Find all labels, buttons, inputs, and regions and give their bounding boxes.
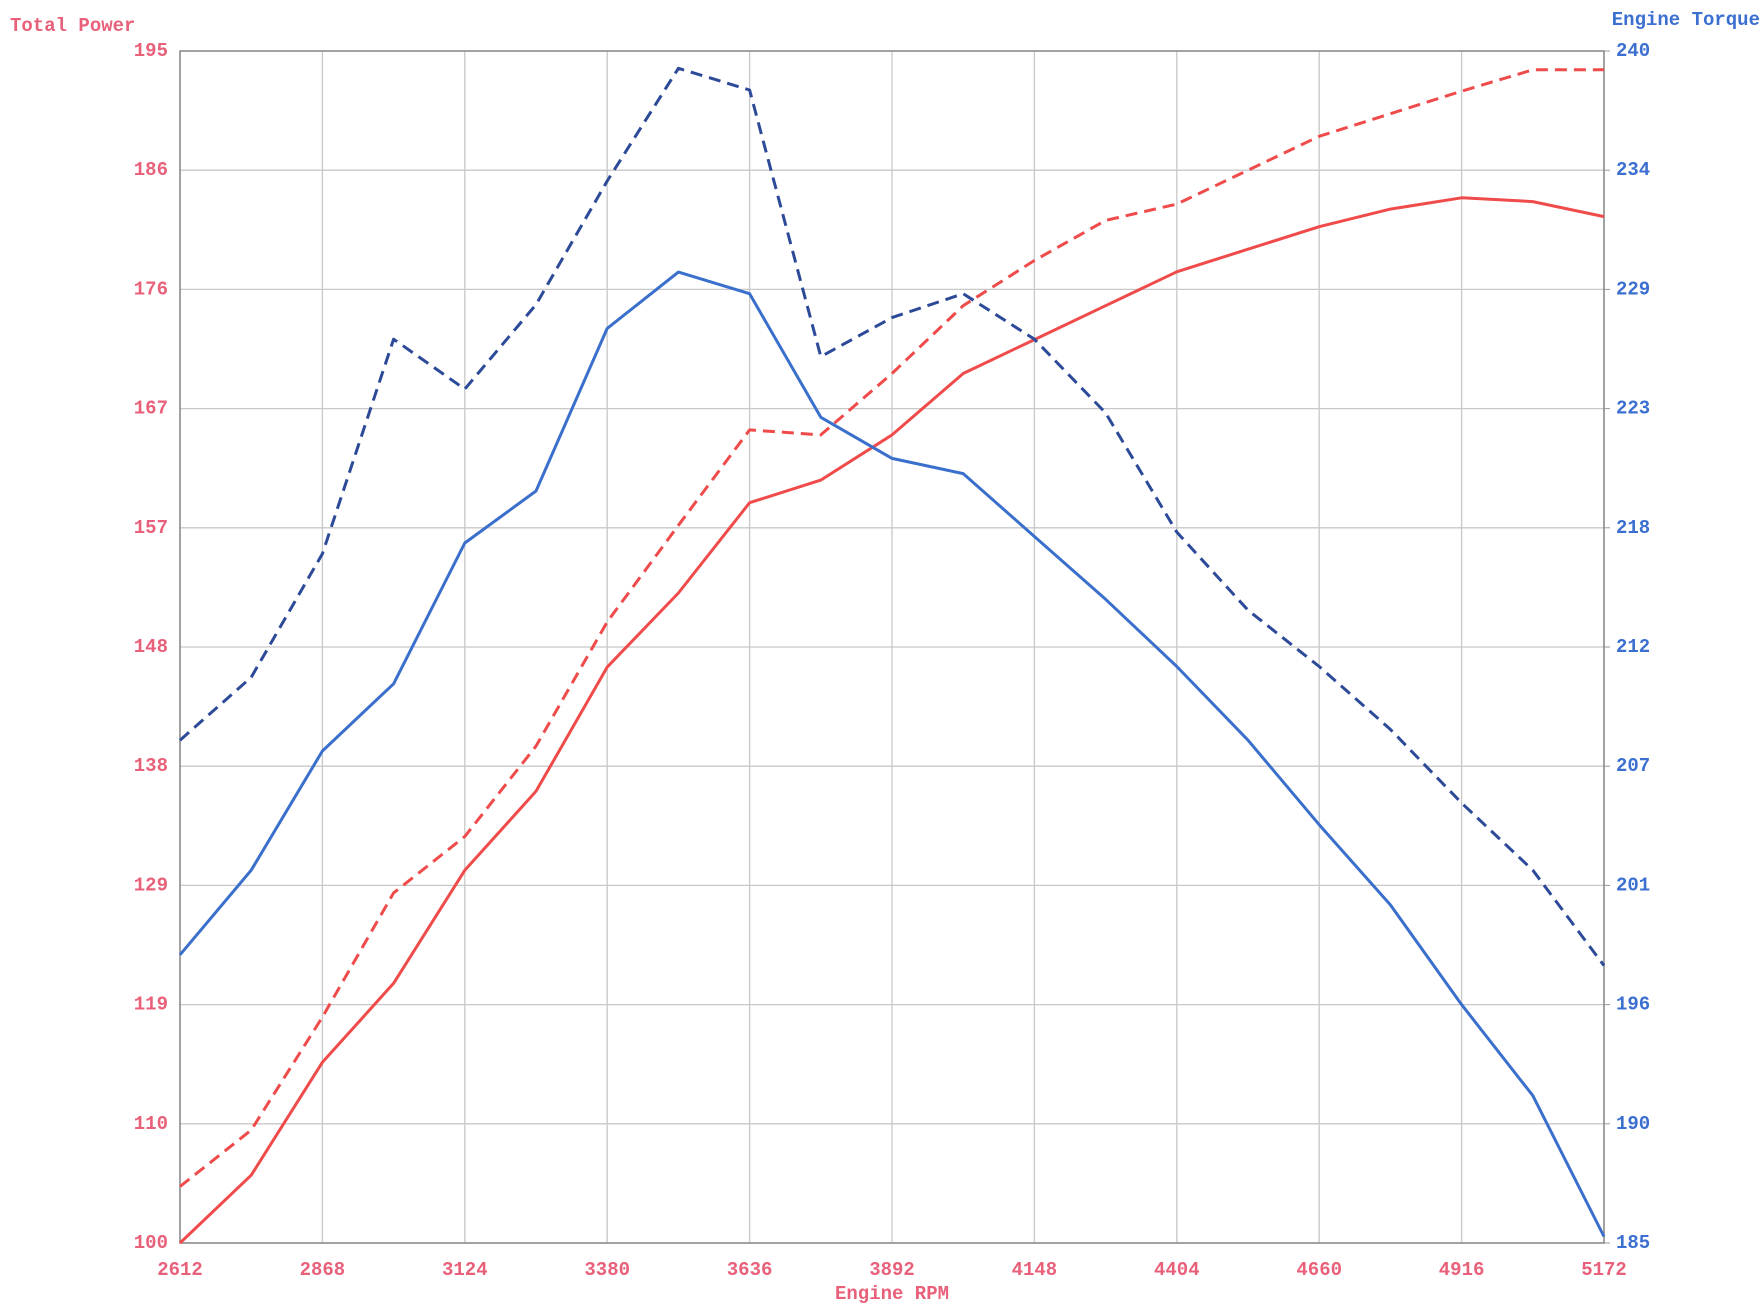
x-tick-label: 3380 (584, 1259, 630, 1281)
y-tick-label: 195 (134, 40, 168, 62)
y-tick-label: 148 (134, 636, 168, 658)
x-tick-label: 3892 (869, 1259, 915, 1281)
plot-frame (179, 50, 1605, 1244)
x-tick-label: 4660 (1296, 1259, 1342, 1281)
y2-tick-label: 185 (1616, 1232, 1650, 1254)
x-tick-label: 5172 (1581, 1259, 1627, 1281)
y2-tick-label: 218 (1616, 517, 1650, 539)
y-tick-label: 100 (134, 1232, 168, 1254)
x-tick-label: 4148 (1012, 1259, 1058, 1281)
left-axis-title: Total Power (10, 15, 135, 37)
series-line (179, 68, 1604, 1188)
y-tick-label: 167 (134, 398, 168, 420)
series-line (178, 270, 1606, 1238)
series-line (179, 66, 1606, 967)
y2-tick-label: 207 (1616, 755, 1650, 777)
y-tick-label: 157 (134, 517, 168, 539)
y2-tick-label: 212 (1616, 636, 1650, 658)
y2-tick-label: 234 (1616, 159, 1650, 181)
x-tick-label: 3124 (442, 1259, 488, 1281)
x-tick-label: 3636 (727, 1259, 773, 1281)
series-line (178, 196, 1605, 1245)
y-tick-label: 129 (134, 874, 168, 896)
x-tick-label: 4916 (1439, 1259, 1485, 1281)
x-tick-label: 2612 (157, 1259, 203, 1281)
x-axis-title: Engine RPM (835, 1283, 949, 1305)
y2-tick-label: 190 (1616, 1113, 1650, 1135)
y2-tick-label: 196 (1616, 994, 1650, 1016)
y-tick-label: 138 (134, 755, 168, 777)
y2-tick-label: 229 (1616, 278, 1650, 300)
y-tick-label: 176 (134, 278, 168, 300)
y2-tick-label: 201 (1616, 874, 1650, 896)
y-tick-label: 110 (134, 1113, 168, 1135)
y2-tick-label: 223 (1616, 398, 1650, 420)
x-tick-label: 2868 (300, 1259, 346, 1281)
x-tick-label: 4404 (1154, 1259, 1200, 1281)
y2-tick-label: 240 (1616, 40, 1650, 62)
y-tick-label: 186 (134, 159, 168, 181)
right-axis-title: Engine Torque (1612, 9, 1760, 31)
y-tick-label: 119 (134, 994, 168, 1016)
